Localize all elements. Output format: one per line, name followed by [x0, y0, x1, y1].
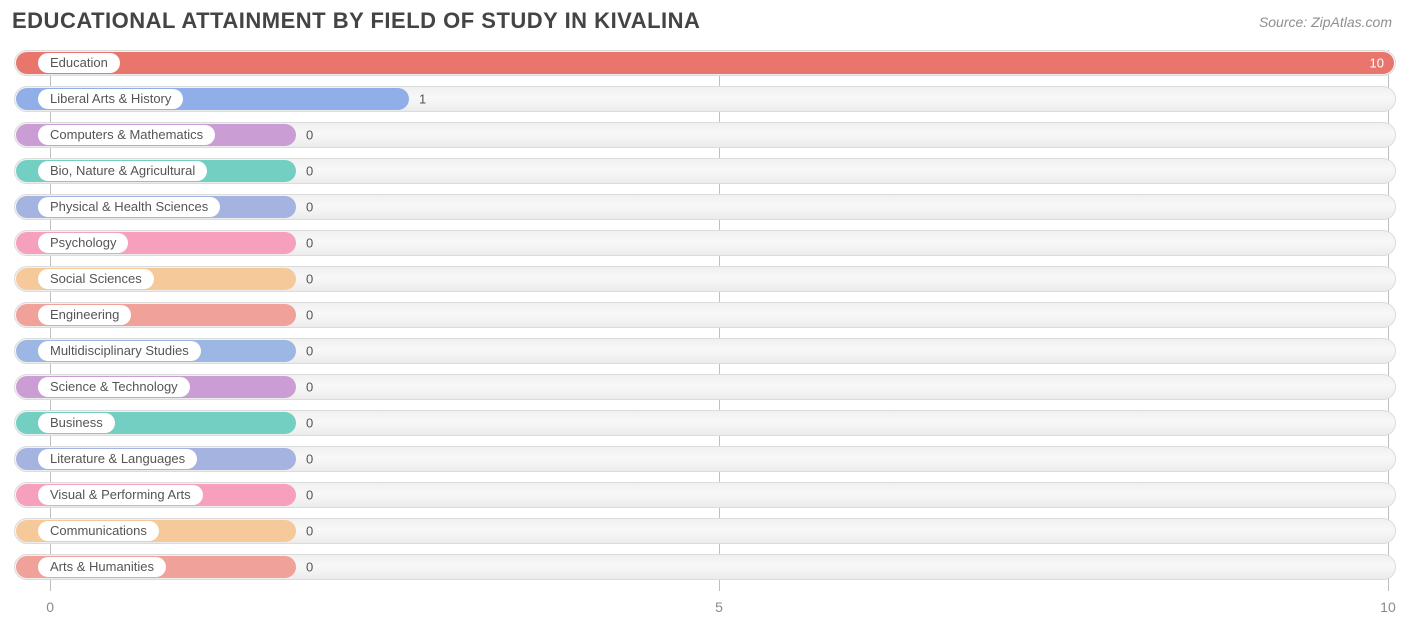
bar-row: Multidisciplinary Studies 0 [14, 338, 1396, 364]
chart-title: EDUCATIONAL ATTAINMENT BY FIELD OF STUDY… [12, 8, 700, 34]
bar-label: Social Sciences [38, 269, 154, 289]
bar-row: Science & Technology 0 [14, 374, 1396, 400]
x-tick-label: 5 [715, 599, 723, 615]
bar-value: 0 [306, 488, 313, 503]
bar-row: Education 10 [14, 50, 1396, 76]
bar-label: Liberal Arts & History [38, 89, 183, 109]
x-tick-label: 10 [1380, 599, 1396, 615]
bar-row: Psychology 0 [14, 230, 1396, 256]
bar-value: 0 [306, 236, 313, 251]
chart-container: { "title": "EDUCATIONAL ATTAINMENT BY FI… [0, 0, 1406, 631]
bar-value: 0 [306, 524, 313, 539]
bar-label: Education [38, 53, 120, 73]
bar-row: Bio, Nature & Agricultural 0 [14, 158, 1396, 184]
bar-value: 0 [306, 560, 313, 575]
bar-value: 0 [306, 128, 313, 143]
bar-label: Bio, Nature & Agricultural [38, 161, 207, 181]
bar-label: Communications [38, 521, 159, 541]
bar-label: Science & Technology [38, 377, 190, 397]
bar-label: Physical & Health Sciences [38, 197, 220, 217]
bar-label: Literature & Languages [38, 449, 197, 469]
bar-row: Computers & Mathematics 0 [14, 122, 1396, 148]
bar-row: Physical & Health Sciences 0 [14, 194, 1396, 220]
bar [16, 52, 1394, 74]
bar-row: Engineering 0 [14, 302, 1396, 328]
bar-value: 1 [419, 92, 426, 107]
x-axis: 0 5 10 [14, 599, 1396, 619]
bar-label: Psychology [38, 233, 128, 253]
x-tick-label: 0 [46, 599, 54, 615]
bar-label: Computers & Mathematics [38, 125, 215, 145]
bar-row: Social Sciences 0 [14, 266, 1396, 292]
bar-value: 0 [306, 308, 313, 323]
source-attribution: Source: ZipAtlas.com [1259, 14, 1392, 30]
bar-value: 0 [306, 452, 313, 467]
bar-label: Multidisciplinary Studies [38, 341, 201, 361]
bar-row: Business 0 [14, 410, 1396, 436]
bar-value: 0 [306, 200, 313, 215]
bar-value: 0 [306, 380, 313, 395]
plot-area: Education 10 Liberal Arts & History 1 Comput… [14, 50, 1396, 591]
bar-row: Communications 0 [14, 518, 1396, 544]
bar-row: Visual & Performing Arts 0 [14, 482, 1396, 508]
bar-value: 0 [306, 416, 313, 431]
bar-label: Visual & Performing Arts [38, 485, 203, 505]
bar-label: Business [38, 413, 115, 433]
bar-row: Arts & Humanities 0 [14, 554, 1396, 580]
bar-value: 0 [306, 344, 313, 359]
bar-value: 0 [306, 272, 313, 287]
bar-row: Liberal Arts & History 1 [14, 86, 1396, 112]
bar-label: Engineering [38, 305, 131, 325]
bar-value: 10 [1370, 56, 1384, 71]
bar-label: Arts & Humanities [38, 557, 166, 577]
bar-value: 0 [306, 164, 313, 179]
bar-row: Literature & Languages 0 [14, 446, 1396, 472]
